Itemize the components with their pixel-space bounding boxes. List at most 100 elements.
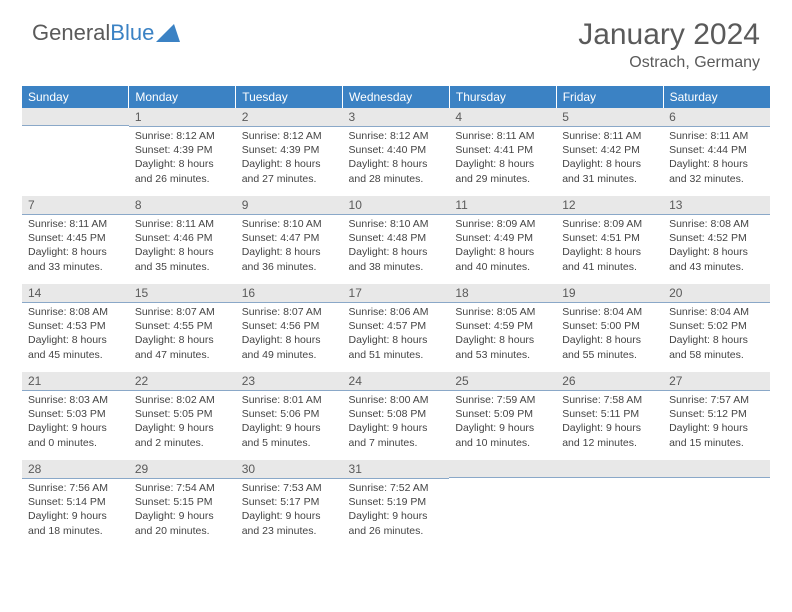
sunrise-line: Sunrise: 8:12 AM <box>135 129 230 143</box>
calendar-week-row: 1Sunrise: 8:12 AMSunset: 4:39 PMDaylight… <box>22 108 770 196</box>
daylight-line: Daylight: 9 hours <box>28 421 123 435</box>
daylight-line: Daylight: 9 hours <box>455 421 550 435</box>
day-number: 9 <box>236 196 343 215</box>
weekday-header: Friday <box>556 86 663 108</box>
day-number: 30 <box>236 460 343 479</box>
sunrise-line: Sunrise: 8:08 AM <box>28 305 123 319</box>
sunrise-line: Sunrise: 8:04 AM <box>669 305 764 319</box>
calendar-cell: 12Sunrise: 8:09 AMSunset: 4:51 PMDayligh… <box>556 196 663 284</box>
calendar-cell: 15Sunrise: 8:07 AMSunset: 4:55 PMDayligh… <box>129 284 236 372</box>
sunrise-line: Sunrise: 8:09 AM <box>455 217 550 231</box>
day-number: 11 <box>449 196 556 215</box>
daylight-line: Daylight: 8 hours <box>349 157 444 171</box>
sunrise-line: Sunrise: 8:08 AM <box>669 217 764 231</box>
sunset-line: Sunset: 5:02 PM <box>669 319 764 333</box>
sunset-line: Sunset: 5:03 PM <box>28 407 123 421</box>
sunrise-line: Sunrise: 8:11 AM <box>669 129 764 143</box>
daylight-line: Daylight: 8 hours <box>242 245 337 259</box>
daylight-line: and 29 minutes. <box>455 172 550 186</box>
daylight-line: Daylight: 8 hours <box>242 157 337 171</box>
daylight-line: and 47 minutes. <box>135 348 230 362</box>
calendar-cell: 2Sunrise: 8:12 AMSunset: 4:39 PMDaylight… <box>236 108 343 196</box>
day-number: 23 <box>236 372 343 391</box>
calendar-cell: 18Sunrise: 8:05 AMSunset: 4:59 PMDayligh… <box>449 284 556 372</box>
weekday-header: Wednesday <box>343 86 450 108</box>
daylight-line: Daylight: 9 hours <box>242 421 337 435</box>
day-number: 5 <box>556 108 663 127</box>
daylight-line: Daylight: 8 hours <box>669 245 764 259</box>
day-number: 17 <box>343 284 450 303</box>
day-number <box>663 460 770 478</box>
daylight-line: and 55 minutes. <box>562 348 657 362</box>
day-number: 18 <box>449 284 556 303</box>
calendar-cell: 25Sunrise: 7:59 AMSunset: 5:09 PMDayligh… <box>449 372 556 460</box>
daylight-line: Daylight: 9 hours <box>562 421 657 435</box>
daylight-line: Daylight: 9 hours <box>349 421 444 435</box>
sunset-line: Sunset: 4:40 PM <box>349 143 444 157</box>
weekday-header: Thursday <box>449 86 556 108</box>
sunset-line: Sunset: 4:46 PM <box>135 231 230 245</box>
daylight-line: and 23 minutes. <box>242 524 337 538</box>
sunrise-line: Sunrise: 8:11 AM <box>562 129 657 143</box>
day-number: 16 <box>236 284 343 303</box>
daylight-line: and 18 minutes. <box>28 524 123 538</box>
calendar-cell: 31Sunrise: 7:52 AMSunset: 5:19 PMDayligh… <box>343 460 450 548</box>
calendar-week-row: 7Sunrise: 8:11 AMSunset: 4:45 PMDaylight… <box>22 196 770 284</box>
sunrise-line: Sunrise: 8:12 AM <box>242 129 337 143</box>
sunrise-line: Sunrise: 8:12 AM <box>349 129 444 143</box>
logo-text: GeneralBlue <box>32 20 154 46</box>
sunrise-line: Sunrise: 8:06 AM <box>349 305 444 319</box>
sunrise-line: Sunrise: 8:11 AM <box>455 129 550 143</box>
daylight-line: and 20 minutes. <box>135 524 230 538</box>
calendar-cell: 28Sunrise: 7:56 AMSunset: 5:14 PMDayligh… <box>22 460 129 548</box>
calendar-week-row: 21Sunrise: 8:03 AMSunset: 5:03 PMDayligh… <box>22 372 770 460</box>
sunrise-line: Sunrise: 7:58 AM <box>562 393 657 407</box>
calendar-cell: 9Sunrise: 8:10 AMSunset: 4:47 PMDaylight… <box>236 196 343 284</box>
day-number: 8 <box>129 196 236 215</box>
calendar-week-row: 14Sunrise: 8:08 AMSunset: 4:53 PMDayligh… <box>22 284 770 372</box>
calendar-cell: 3 Sunrise: 8:12 AMSunset: 4:40 PMDaylight… <box>343 108 450 196</box>
sunrise-line: Sunrise: 7:59 AM <box>455 393 550 407</box>
calendar-table: Sunday Monday Tuesday Wednesday Thursday… <box>22 86 770 548</box>
sunset-line: Sunset: 4:39 PM <box>242 143 337 157</box>
daylight-line: Daylight: 8 hours <box>455 245 550 259</box>
sunset-line: Sunset: 5:00 PM <box>562 319 657 333</box>
calendar-cell: 5Sunrise: 8:11 AMSunset: 4:42 PMDaylight… <box>556 108 663 196</box>
sunset-line: Sunset: 4:56 PM <box>242 319 337 333</box>
daylight-line: Daylight: 8 hours <box>135 333 230 347</box>
day-number: 6 <box>663 108 770 127</box>
sunrise-line: Sunrise: 8:01 AM <box>242 393 337 407</box>
sunset-line: Sunset: 5:09 PM <box>455 407 550 421</box>
daylight-line: Daylight: 9 hours <box>349 509 444 523</box>
sunset-line: Sunset: 4:45 PM <box>28 231 123 245</box>
daylight-line: and 2 minutes. <box>135 436 230 450</box>
daylight-line: Daylight: 8 hours <box>135 157 230 171</box>
day-number: 20 <box>663 284 770 303</box>
sunrise-line: Sunrise: 8:00 AM <box>349 393 444 407</box>
sunset-line: Sunset: 5:06 PM <box>242 407 337 421</box>
title-block: January 2024 Ostrach, Germany <box>578 18 760 72</box>
daylight-line: and 7 minutes. <box>349 436 444 450</box>
day-number: 3 <box>343 108 450 127</box>
daylight-line: and 43 minutes. <box>669 260 764 274</box>
calendar-cell: 23 Sunrise: 8:01 AMSunset: 5:06 PMDayligh… <box>236 372 343 460</box>
calendar-cell <box>556 460 663 548</box>
sunrise-line: Sunrise: 8:05 AM <box>455 305 550 319</box>
daylight-line: and 51 minutes. <box>349 348 444 362</box>
sunrise-line: Sunrise: 8:09 AM <box>562 217 657 231</box>
day-number: 15 <box>129 284 236 303</box>
sunset-line: Sunset: 4:42 PM <box>562 143 657 157</box>
calendar-cell: 24Sunrise: 8:00 AMSunset: 5:08 PMDayligh… <box>343 372 450 460</box>
sunset-line: Sunset: 5:14 PM <box>28 495 123 509</box>
calendar-cell: 14Sunrise: 8:08 AMSunset: 4:53 PMDayligh… <box>22 284 129 372</box>
daylight-line: Daylight: 8 hours <box>669 333 764 347</box>
calendar-cell: 11Sunrise: 8:09 AMSunset: 4:49 PMDayligh… <box>449 196 556 284</box>
daylight-line: Daylight: 8 hours <box>242 333 337 347</box>
logo-word1: General <box>32 20 110 45</box>
logo-triangle-icon <box>156 24 180 42</box>
calendar-cell: 19Sunrise: 8:04 AMSunset: 5:00 PMDayligh… <box>556 284 663 372</box>
sunset-line: Sunset: 4:39 PM <box>135 143 230 157</box>
daylight-line: Daylight: 8 hours <box>455 333 550 347</box>
calendar-cell: 1Sunrise: 8:12 AMSunset: 4:39 PMDaylight… <box>129 108 236 196</box>
day-number: 13 <box>663 196 770 215</box>
